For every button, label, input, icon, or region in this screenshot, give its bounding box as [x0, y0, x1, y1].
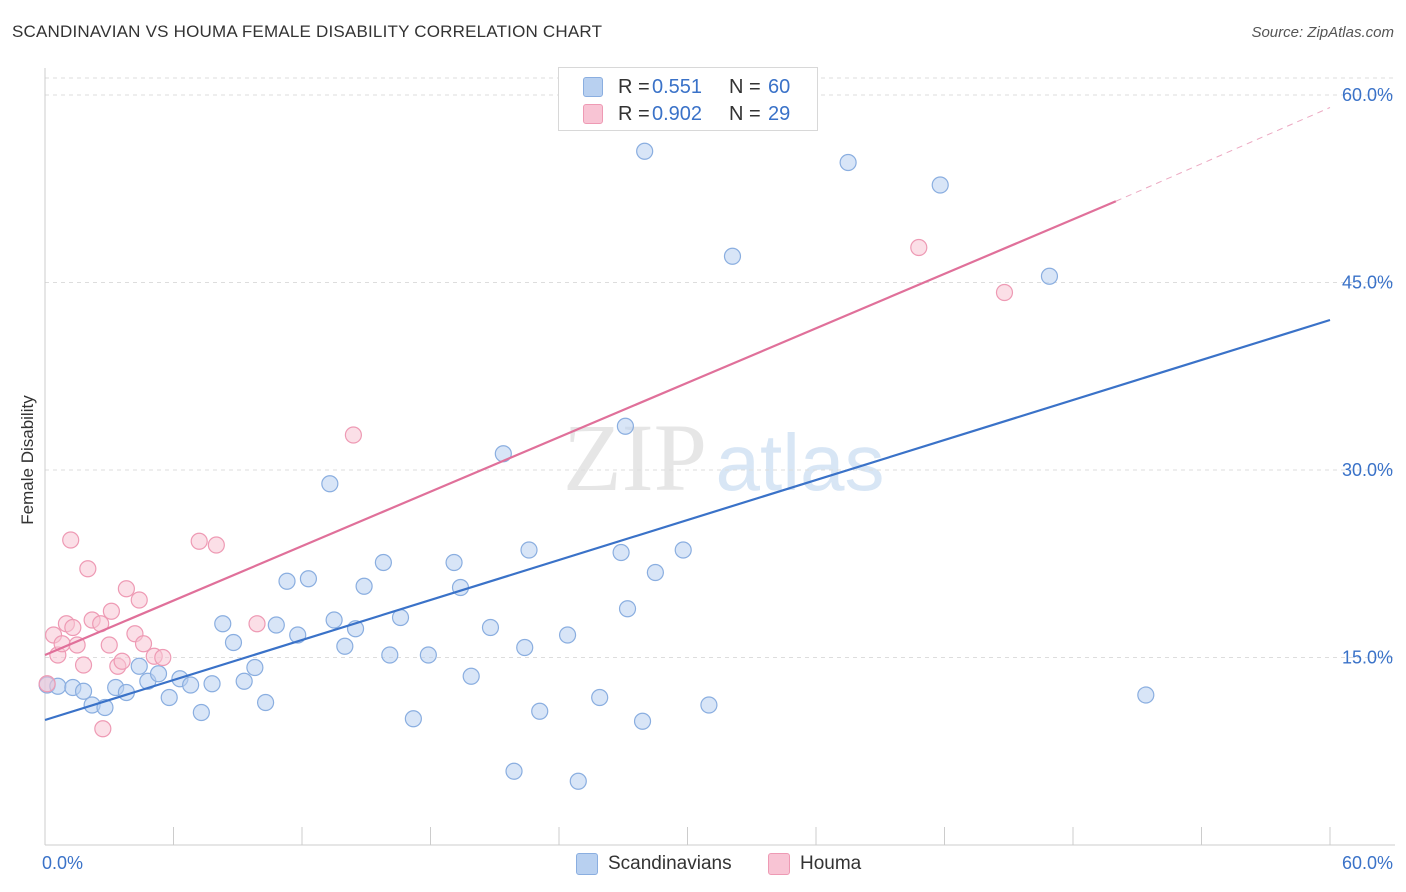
data-point-scandinavians	[74, 682, 93, 700]
data-point-scandinavians	[646, 563, 664, 582]
data-point-scandinavians	[278, 572, 296, 590]
legend-n-value: 60	[768, 75, 791, 98]
data-point-scandinavians	[636, 142, 654, 160]
legend-item-scandinavians[interactable]: Scandinavians	[576, 852, 732, 876]
data-point-scandinavians	[481, 618, 500, 637]
data-point-scandinavians	[616, 417, 634, 435]
data-point-scandinavians	[192, 703, 210, 722]
data-point-houma	[117, 580, 135, 598]
data-point-houma	[64, 618, 82, 637]
data-point-scandinavians	[558, 626, 577, 644]
legend-swatch-blue	[576, 853, 598, 875]
data-point-scandinavians	[516, 638, 534, 657]
data-point-houma	[910, 238, 928, 257]
legend-swatch-blue	[583, 77, 603, 97]
data-point-scandinavians	[267, 616, 285, 634]
data-point-scandinavians	[214, 615, 232, 633]
legend-label-scandinavians: Scandinavians	[608, 853, 732, 874]
legend-r-value: 0.551	[652, 75, 703, 98]
data-point-scandinavians	[160, 688, 178, 707]
data-point-houma	[113, 652, 131, 670]
data-point-houma	[38, 675, 56, 693]
data-point-scandinavians	[569, 772, 587, 790]
data-point-houma	[154, 648, 172, 667]
data-point-scandinavians	[931, 176, 949, 194]
data-point-houma	[62, 531, 80, 549]
legend-swatch-pink	[768, 853, 790, 875]
data-point-scandinavians	[723, 247, 742, 265]
data-point-scandinavians	[149, 665, 168, 683]
y-tick-label: 45.0%	[1342, 273, 1393, 293]
legend-r-label: R =	[618, 102, 650, 125]
data-point-houma	[79, 560, 97, 578]
legend-n-value: 29	[768, 102, 791, 125]
legend-r-value: 0.902	[652, 102, 703, 125]
data-point-scandinavians	[355, 577, 373, 595]
source-label: Source: ZipAtlas.com	[1251, 24, 1394, 41]
legend-n-label: N =	[729, 75, 761, 98]
trendline-scandinavians	[44, 318, 1331, 722]
data-point-scandinavians	[299, 570, 318, 588]
data-point-scandinavians	[130, 657, 148, 675]
data-point-houma	[190, 532, 208, 550]
data-point-scandinavians	[321, 475, 339, 493]
data-point-houma	[344, 426, 362, 444]
data-point-scandinavians	[336, 637, 354, 655]
data-point-houma	[74, 656, 93, 674]
correlation-legend: R = 0.551 N = 60 R = 0.902 N = 29	[558, 67, 818, 131]
data-point-houma	[102, 602, 120, 620]
data-point-houma	[130, 591, 148, 609]
data-point-houma	[94, 720, 112, 738]
data-point-scandinavians	[182, 676, 200, 694]
chart-title: SCANDINAVIAN VS HOUMA FEMALE DISABILITY …	[12, 22, 603, 41]
data-point-scandinavians	[381, 646, 399, 664]
data-point-scandinavians	[374, 553, 392, 572]
legend-label-houma: Houma	[800, 853, 862, 874]
data-point-houma	[248, 615, 266, 633]
data-point-houma	[134, 635, 153, 653]
data-point-scandinavians	[1137, 686, 1155, 704]
data-point-scandinavians	[419, 646, 437, 664]
watermark-zip: ZIP	[563, 404, 707, 511]
legend-swatch-pink	[583, 104, 603, 124]
y-tick-label: 15.0%	[1342, 648, 1393, 668]
data-point-scandinavians	[325, 611, 343, 629]
trendline-houma-extension	[1115, 107, 1331, 202]
data-point-scandinavians	[1040, 267, 1059, 285]
data-point-scandinavians	[612, 543, 630, 562]
data-point-scandinavians	[224, 633, 243, 652]
data-point-houma	[207, 536, 225, 554]
y-tick-label: 60.0%	[1342, 85, 1393, 105]
legend-n-label: N =	[729, 102, 761, 125]
data-point-scandinavians	[520, 541, 538, 559]
data-point-scandinavians	[445, 553, 463, 572]
data-point-scandinavians	[674, 541, 692, 559]
data-point-scandinavians	[235, 672, 253, 690]
data-point-scandinavians	[246, 658, 264, 677]
data-point-scandinavians	[633, 712, 652, 730]
legend-item-houma[interactable]: Houma	[768, 852, 861, 876]
data-point-scandinavians	[404, 710, 422, 728]
data-point-scandinavians	[256, 693, 275, 712]
data-point-scandinavians	[531, 702, 549, 720]
trendline-houma	[44, 200, 1117, 657]
data-point-scandinavians	[462, 667, 480, 685]
legend-r-label: R =	[618, 75, 650, 98]
x-tick-label: 0.0%	[42, 853, 83, 873]
data-point-scandinavians	[505, 762, 523, 780]
y-tick-label: 30.0%	[1342, 460, 1393, 480]
data-point-scandinavians	[618, 600, 637, 618]
x-tick-label: 60.0%	[1342, 853, 1393, 873]
data-point-scandinavians	[700, 696, 718, 714]
data-point-scandinavians	[591, 688, 609, 707]
watermark-atlas: atlas	[716, 418, 885, 507]
data-point-houma	[995, 283, 1014, 302]
data-point-houma	[100, 636, 118, 654]
data-point-scandinavians	[839, 153, 857, 172]
data-point-scandinavians	[203, 675, 221, 693]
